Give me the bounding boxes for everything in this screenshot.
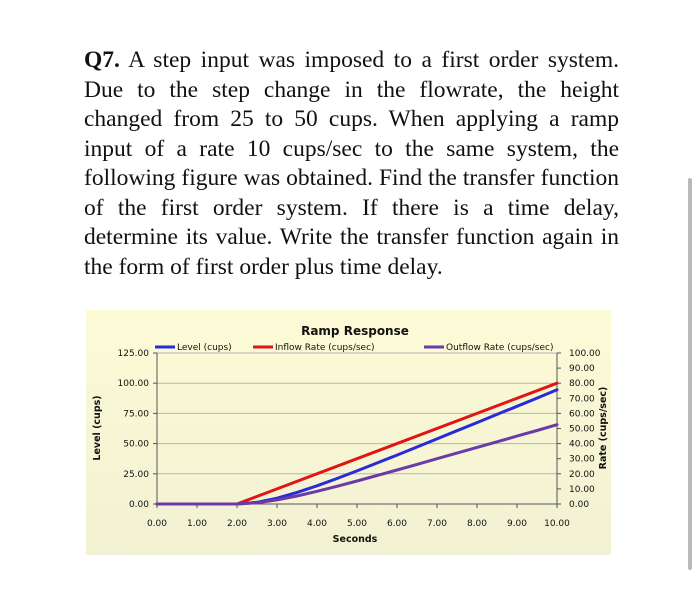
x-tick-label-9: 9.00 — [507, 519, 527, 529]
x-tick-label-7: 7.00 — [427, 519, 447, 529]
x-tick-label-3: 3.00 — [267, 519, 287, 529]
question-number: Q7. — [84, 47, 120, 73]
y-right-tick-label-5: 50.00 — [569, 425, 595, 435]
y-right-tick-label-10: 100.00 — [569, 349, 601, 359]
legend-label-0: Level (cups) — [177, 343, 232, 353]
question-body: A step input was imposed to a first orde… — [84, 47, 619, 280]
y-left-tick-label-0: 0.00 — [129, 500, 149, 510]
y-right-tick-label-7: 70.00 — [569, 394, 595, 404]
y-left-tick-label-3: 75.00 — [123, 409, 149, 419]
x-tick-label-2: 2.00 — [227, 519, 247, 529]
y-right-tick-label-2: 20.00 — [569, 470, 595, 480]
y-left-axis-label: Level (cups) — [92, 395, 103, 460]
y-right-tick-label-6: 60.00 — [569, 409, 595, 419]
series-lines — [155, 381, 559, 506]
y-left-tick-label-4: 100.00 — [118, 379, 150, 389]
chart-title: Ramp Response — [301, 324, 409, 338]
scrollbar[interactable] — [688, 178, 692, 570]
x-axis-label: Seconds — [333, 534, 378, 545]
x-tick-label-6: 6.00 — [387, 519, 407, 529]
x-tick-labels: 0.00 1.00 2.00 3.00 4.00 5.00 6.00 7.00 8.00 9.00… — [147, 504, 570, 529]
series-line-2 — [155, 423, 559, 506]
x-tick-label-8: 8.00 — [467, 519, 487, 529]
y-right-tick-label-4: 40.00 — [569, 440, 595, 450]
x-tick-label-1: 1.00 — [187, 519, 207, 529]
legend: Level (cups) Inflow Rate (cups/sec) Outflo… — [155, 343, 554, 353]
y-left-tick-labels: 0.00 25.00 50.00 75.00 100.00 125.00 — [118, 349, 157, 510]
legend-label-2: Outflow Rate (cups/sec) — [446, 343, 554, 353]
y-right-tick-labels: 0.00 10.00 20.00 30.00 40.00 50.00 60.00 70.00 8… — [557, 349, 601, 510]
y-right-tick-label-0: 0.00 — [569, 500, 589, 510]
y-right-tick-label-1: 10.00 — [569, 485, 595, 495]
y-left-tick-label-5: 125.00 — [118, 349, 150, 359]
legend-label-1: Inflow Rate (cups/sec) — [275, 343, 375, 353]
y-right-tick-label-8: 80.00 — [569, 379, 595, 389]
x-tick-label-5: 5.00 — [347, 519, 367, 529]
y-right-tick-label-9: 90.00 — [569, 364, 595, 374]
x-tick-label-10: 10.00 — [544, 519, 570, 529]
y-right-tick-label-3: 30.00 — [569, 455, 595, 465]
y-left-tick-label-1: 25.00 — [123, 470, 149, 480]
y-right-axis-label: Rate (cups/sec) — [598, 387, 609, 470]
x-tick-label-0: 0.00 — [147, 519, 167, 529]
question-text: Q7. A step input was imposed to a first … — [84, 46, 619, 282]
x-tick-label-4: 4.00 — [307, 519, 327, 529]
chart-background — [86, 310, 611, 555]
y-left-tick-label-2: 50.00 — [123, 440, 149, 450]
